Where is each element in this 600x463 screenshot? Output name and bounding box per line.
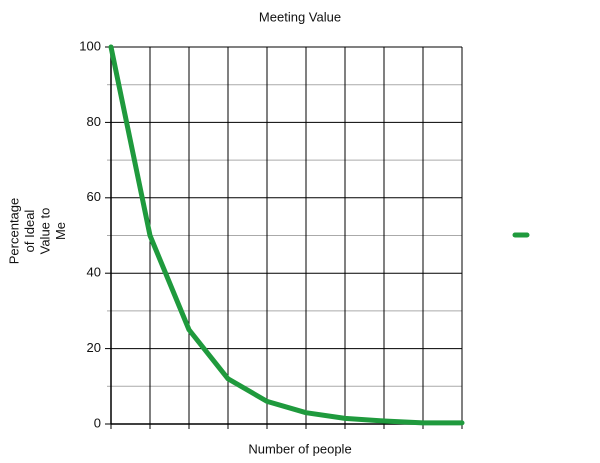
y-axis-label: Value to bbox=[37, 208, 52, 255]
y-axis-label: Percentage bbox=[6, 198, 21, 265]
y-tick-label: 60 bbox=[87, 189, 101, 204]
y-axis-label: of Ideal bbox=[22, 210, 37, 253]
y-axis-label: Me bbox=[53, 222, 68, 240]
x-axis-label: Number of people bbox=[248, 441, 351, 456]
data-line bbox=[108, 44, 465, 426]
y-tick-label: 100 bbox=[79, 38, 101, 53]
y-tick-label: 40 bbox=[87, 265, 101, 280]
y-tick-label: 0 bbox=[94, 415, 101, 430]
y-tick-label: 80 bbox=[87, 114, 101, 129]
y-tick-label: 20 bbox=[87, 340, 101, 355]
chart-title: Meeting Value bbox=[259, 9, 341, 24]
